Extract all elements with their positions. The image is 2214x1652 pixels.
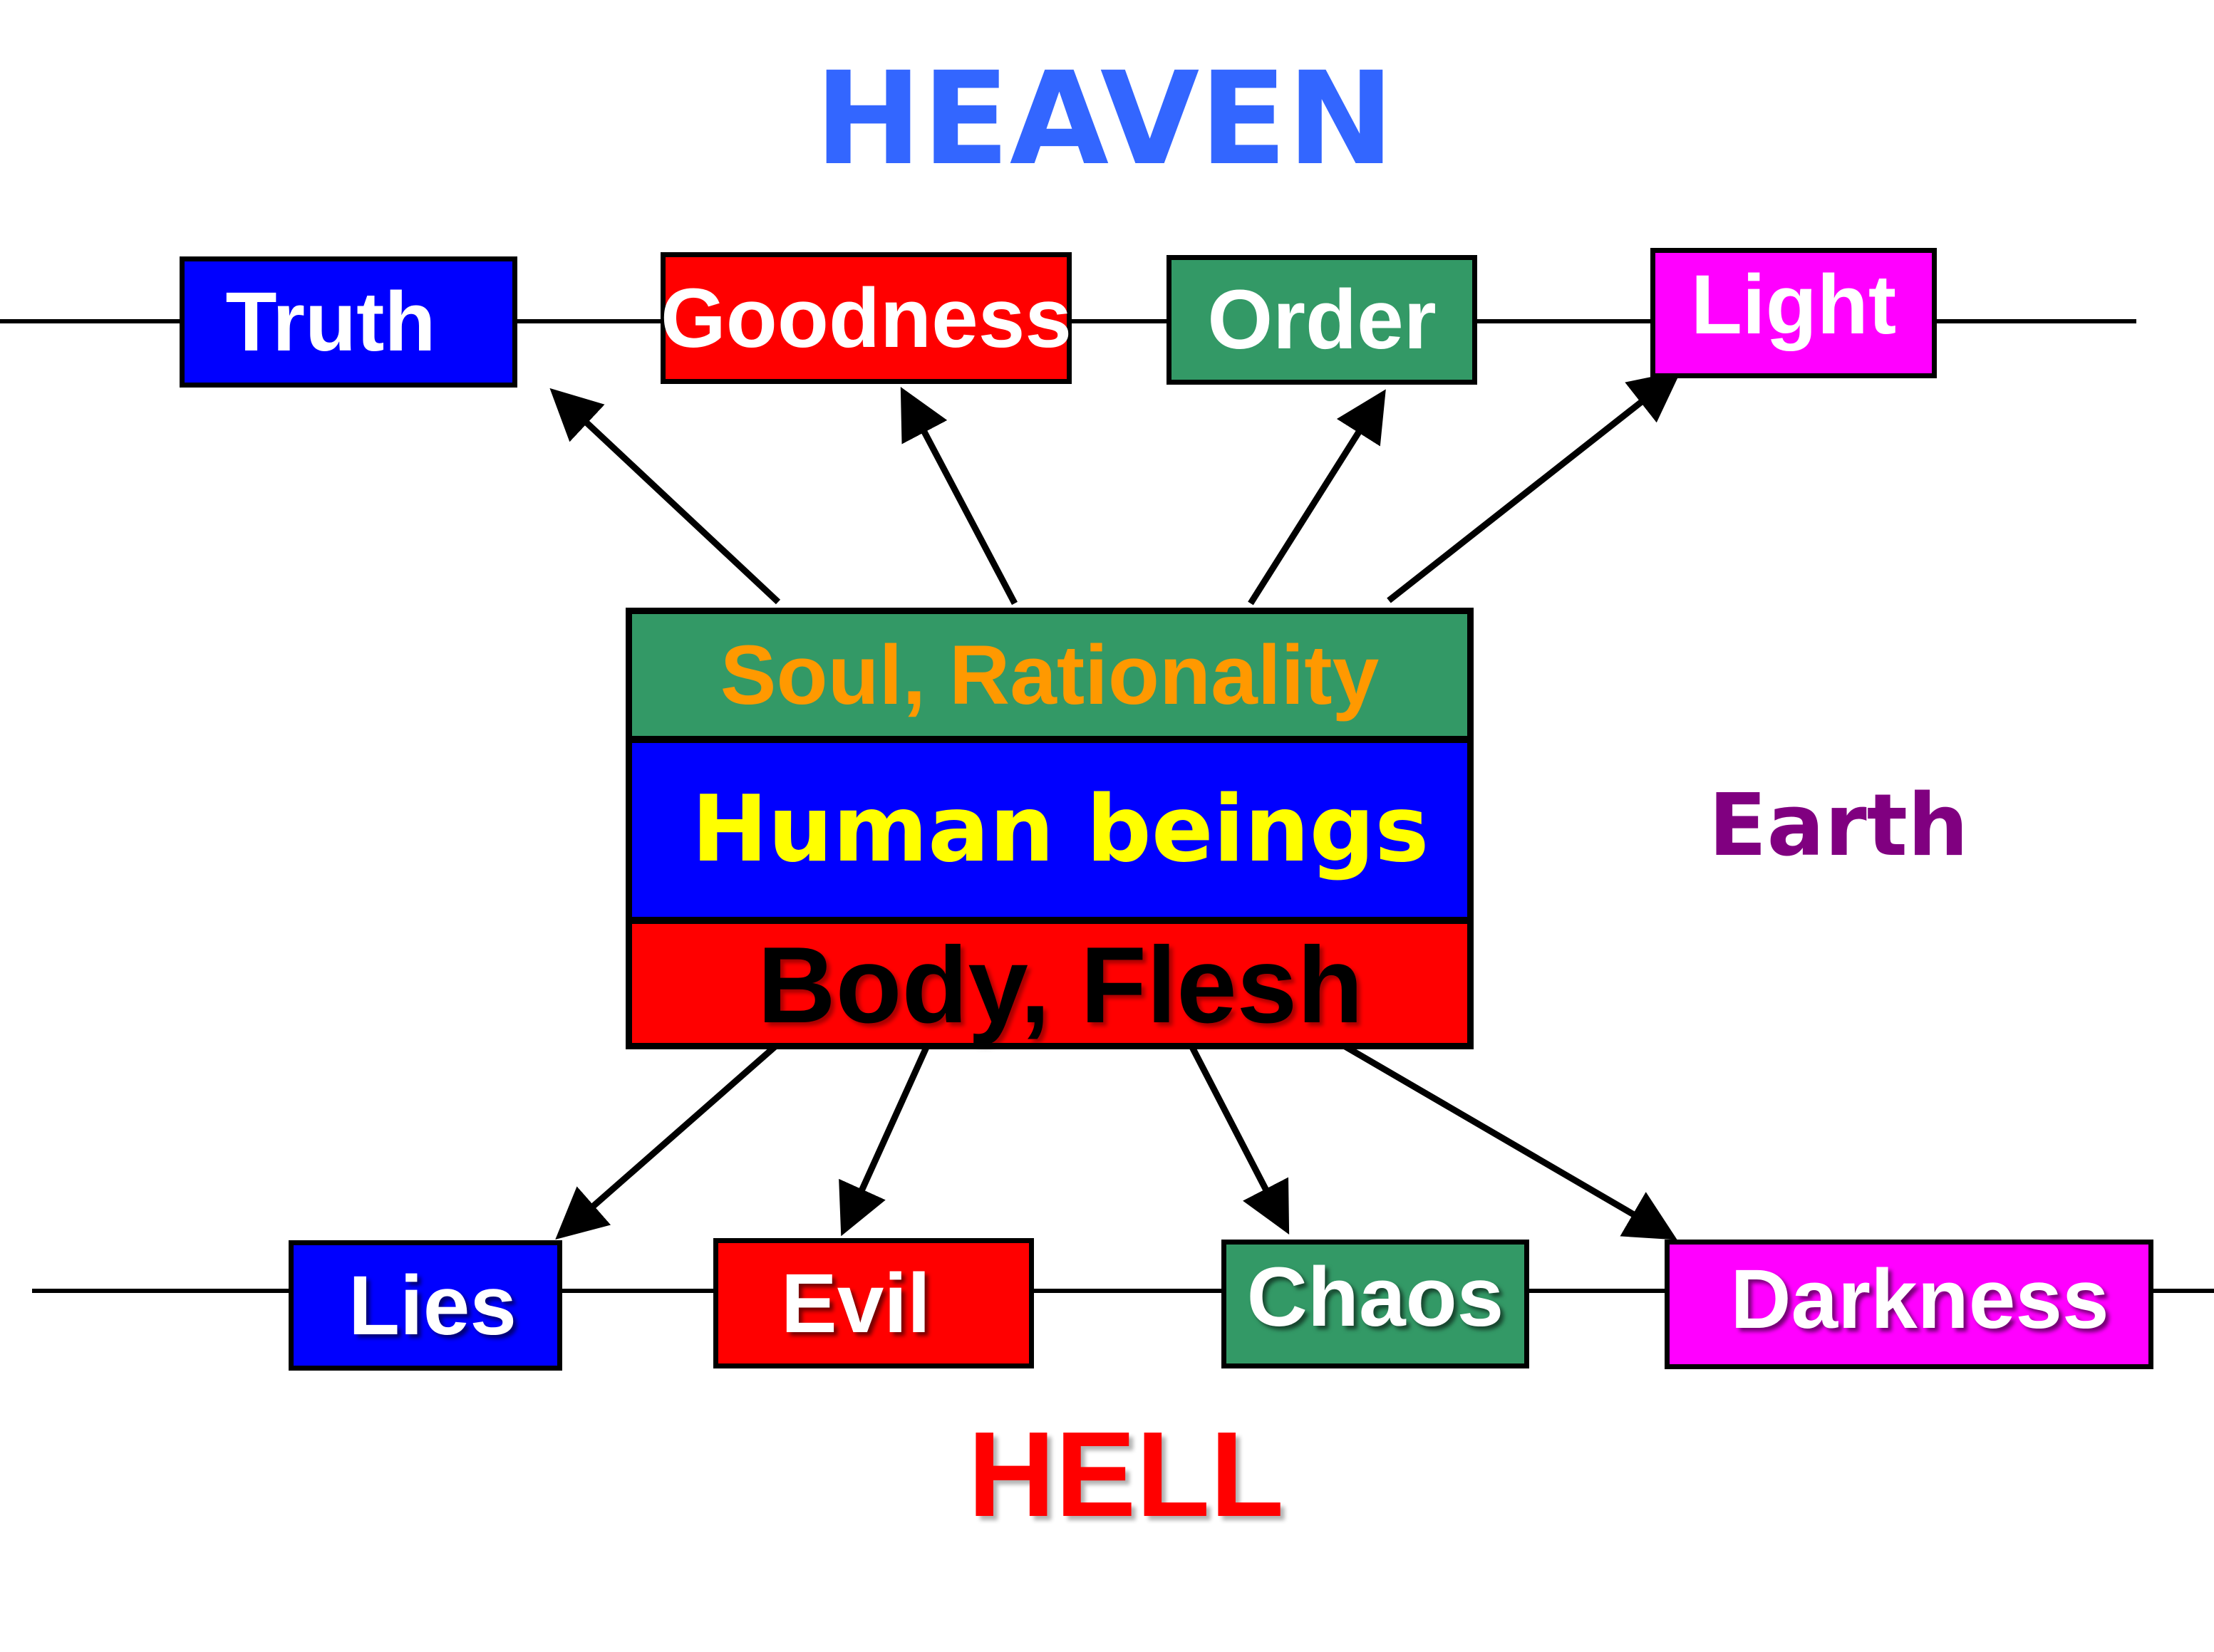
arrow-to-truth (549, 388, 781, 605)
earth-label: Earth (1708, 776, 1969, 876)
heaven-title: HEAVEN (814, 45, 1395, 194)
goodness-label: Goodness (661, 271, 1072, 365)
chaos-box: Chaos (1221, 1240, 1529, 1368)
light-box: Light (1650, 248, 1937, 378)
goodness-box: Goodness (661, 252, 1072, 384)
arrow-to-lies (555, 1043, 778, 1240)
body-band: Body, Flesh (632, 924, 1467, 1043)
body-label: Body, Flesh (757, 924, 1364, 1046)
hell-title: HELL (968, 1407, 1284, 1542)
arrow-to-light (1387, 370, 1682, 603)
lies-box: Lies (289, 1240, 562, 1371)
arrow-to-darkness (1342, 1043, 1677, 1240)
darkness-box: Darkness (1665, 1240, 2153, 1369)
chaos-label: Chaos (1246, 1250, 1504, 1344)
arrow-to-evil (839, 1044, 931, 1237)
order-box: Order (1167, 255, 1477, 385)
order-label: Order (1207, 273, 1437, 367)
evil-box: Evil (713, 1238, 1034, 1368)
darkness-label: Darkness (1730, 1252, 2109, 1346)
soul-band: Soul, Rationality (632, 614, 1467, 736)
human-label: Human beings (691, 776, 1429, 883)
light-label: Light (1690, 257, 1897, 352)
arrow-to-order (1248, 389, 1386, 606)
lies-label: Lies (348, 1258, 517, 1353)
soul-label: Soul, Rationality (720, 628, 1380, 722)
arrow-to-goodness (900, 387, 1018, 606)
truth-label: Truth (225, 275, 436, 369)
human-band: Human beings (632, 743, 1467, 917)
human-being-box: Soul, Rationality Human beings Body, Fle… (626, 608, 1474, 1049)
truth-box: Truth (180, 256, 517, 388)
evil-label: Evil (781, 1256, 931, 1351)
arrow-to-chaos (1189, 1044, 1290, 1235)
